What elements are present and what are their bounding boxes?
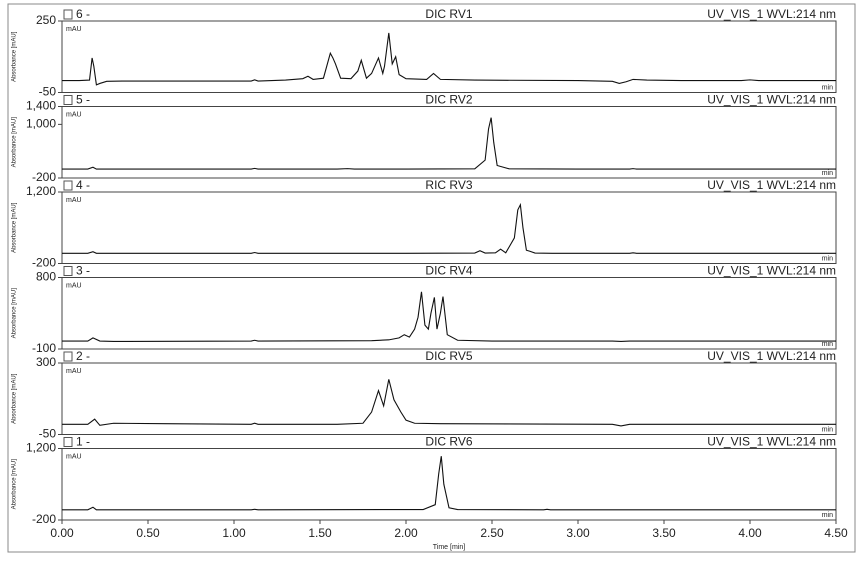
- y-axis-label: Absorbance [mAU]: [12, 288, 18, 339]
- detector-label: UV_VIS_1 WVL:214 nm: [707, 7, 836, 21]
- x-unit-label: min: [822, 341, 833, 348]
- y-tick-label: 1,200: [26, 184, 56, 198]
- panel-frame: [61, 448, 837, 521]
- panel-frame: [61, 191, 837, 264]
- panel-icon: [63, 95, 73, 105]
- panel-frame: [61, 20, 837, 93]
- y-tick-label: 800: [36, 270, 56, 284]
- panel-frame: [61, 106, 837, 179]
- unit-label: mAU: [66, 197, 82, 204]
- detector-label: UV_VIS_1 WVL:214 nm: [707, 264, 836, 278]
- panel-label: 1 -: [76, 435, 90, 449]
- trace: [62, 32, 836, 86]
- y-tick-label: 300: [36, 355, 56, 369]
- panel-label: 6 -: [76, 7, 90, 21]
- x-tick-label: 0.00: [50, 526, 74, 540]
- panel-title: DIC RV2: [425, 93, 472, 107]
- panel-icon: [63, 351, 73, 362]
- detector-label: UV_VIS_1 WVL:214 nm: [707, 178, 836, 192]
- y-axis-label: Absorbance [mAU]: [12, 202, 18, 253]
- trace: [62, 379, 836, 427]
- y-tick-label: 1,400: [26, 99, 56, 113]
- panel-title: DIC RV4: [425, 264, 472, 278]
- panel-title: DIC RV1: [425, 7, 472, 21]
- panel-frame: [61, 362, 837, 435]
- trace: [62, 291, 836, 343]
- x-tick-label: 2.50: [480, 526, 504, 540]
- x-tick-label: 1.00: [222, 526, 246, 540]
- x-axis-label: Time [min]: [433, 544, 465, 551]
- panel-title: DIC RV6: [425, 435, 472, 449]
- y-tick-label: -200: [32, 170, 56, 184]
- y-tick-label: -100: [32, 341, 56, 355]
- unit-label: mAU: [66, 26, 82, 33]
- unit-label: mAU: [66, 368, 82, 375]
- unit-label: mAU: [66, 111, 82, 118]
- y-tick-label: 250: [36, 13, 56, 27]
- trace: [62, 117, 836, 170]
- detector-label: UV_VIS_1 WVL:214 nm: [707, 93, 836, 107]
- x-tick-label: 0.50: [136, 526, 160, 540]
- y-axis-label: Absorbance [mAU]: [12, 31, 18, 82]
- x-tick-label: 3.50: [652, 526, 676, 540]
- outer-frame: [7, 3, 856, 553]
- x-unit-label: min: [822, 170, 833, 177]
- panel-icon: [63, 180, 73, 191]
- unit-label: mAU: [66, 282, 82, 289]
- y-tick-label: -50: [39, 85, 57, 99]
- detector-label: UV_VIS_1 WVL:214 nm: [707, 349, 836, 363]
- y-tick-label: -50: [39, 427, 57, 441]
- y-axis-label: Absorbance [mAU]: [12, 459, 18, 510]
- y-tick-label: 1,200: [26, 441, 56, 455]
- panel-title: RIC RV3: [425, 178, 472, 192]
- y-tick-label: 1,000: [26, 117, 56, 131]
- detector-label: UV_VIS_1 WVL:214 nm: [707, 435, 836, 449]
- panel-icon: [63, 437, 73, 447]
- x-tick-label: 4.50: [824, 526, 848, 540]
- panel-icon: [63, 9, 73, 20]
- panel-label: 5 -: [76, 93, 90, 107]
- x-unit-label: min: [822, 84, 833, 91]
- x-tick-label: 4.00: [738, 526, 762, 540]
- trace: [62, 456, 836, 511]
- panel-title: DIC RV5: [425, 349, 472, 363]
- x-tick-label: 3.00: [566, 526, 590, 540]
- y-tick-label: -200: [32, 512, 56, 526]
- unit-label: mAU: [66, 453, 82, 460]
- y-axis-label: Absorbance [mAU]: [12, 373, 18, 424]
- x-unit-label: min: [822, 255, 833, 262]
- x-tick-label: 2.00: [394, 526, 418, 540]
- x-tick-label: 1.50: [308, 526, 332, 540]
- panel-label: 3 -: [76, 264, 90, 278]
- y-tick-label: -200: [32, 256, 56, 270]
- x-unit-label: min: [822, 512, 833, 519]
- panel-frame: [61, 277, 837, 350]
- panel-label: 4 -: [76, 178, 90, 192]
- trace: [62, 202, 836, 254]
- panel-label: 2 -: [76, 349, 90, 363]
- panel-icon: [63, 266, 73, 276]
- y-axis-label: Absorbance [mAU]: [12, 117, 18, 168]
- x-unit-label: min: [822, 426, 833, 433]
